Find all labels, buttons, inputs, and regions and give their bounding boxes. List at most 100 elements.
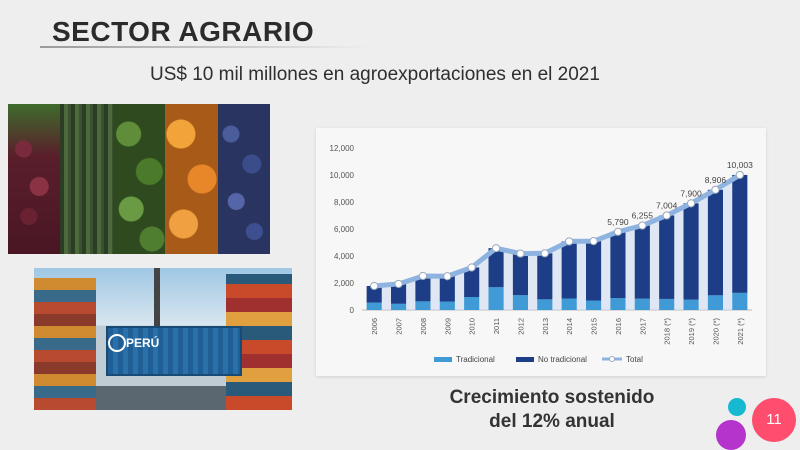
bar-tradicional	[707, 295, 723, 310]
y-tick-label: 8,000	[334, 198, 355, 207]
bar-tradicional	[586, 300, 602, 310]
bar-no-tradicional	[537, 253, 553, 300]
x-tick-label: 2016	[614, 318, 623, 335]
avocado-photo	[112, 104, 166, 254]
slide-subtitle: US$ 10 mil millones en agroexportaciones…	[150, 64, 600, 85]
y-tick-label: 12,000	[330, 144, 355, 153]
decor-dot-purple	[716, 420, 746, 450]
total-data-label: 7,004	[656, 200, 678, 210]
bar-no-tradicional	[732, 174, 748, 293]
bar-no-tradicional	[464, 267, 480, 298]
blueberry-photo	[217, 104, 270, 254]
total-point	[540, 249, 549, 258]
grapes-photo	[8, 104, 61, 254]
total-data-label: 6,255	[632, 211, 654, 221]
y-tick-label: 2,000	[334, 279, 355, 288]
bar-no-tradicional	[610, 231, 626, 299]
total-line	[373, 172, 742, 289]
x-tick-label: 2014	[565, 318, 574, 335]
peru-logo-icon	[108, 334, 126, 352]
bar-tradicional	[439, 301, 455, 310]
x-tick-label: 2020 (*)	[711, 318, 720, 345]
x-tick-label: 2006	[370, 318, 379, 335]
x-tick-label: 2019 (*)	[687, 318, 696, 345]
bar-tradicional	[488, 287, 504, 310]
container-label: PERÚ	[126, 336, 160, 350]
y-tick-label: 6,000	[334, 225, 355, 234]
legend-label-tradicional: Tradicional	[456, 355, 495, 364]
bar-no-tradicional	[415, 275, 431, 302]
x-tick-label: 2010	[468, 318, 477, 335]
x-tick-label: 2013	[541, 318, 550, 335]
export-chart: 0 2,000 4,000 6,000 8,000 10,000 12,000 5,790 6,…	[316, 128, 766, 376]
total-data-label: 10,003	[727, 160, 753, 170]
x-tick-label: 2011	[492, 318, 501, 334]
total-point	[565, 237, 574, 246]
bar-tradicional	[512, 295, 528, 310]
caption-line-2: del 12% anual	[489, 411, 615, 432]
shipping-container	[106, 326, 242, 376]
bar-tradicional	[732, 292, 748, 310]
bar-no-tradicional	[659, 215, 675, 299]
x-tick-label: 2015	[590, 318, 599, 335]
legend-label-no-tradicional: No tradicional	[538, 355, 587, 364]
decor-dot-cyan	[728, 398, 746, 416]
bar-no-tradicional	[512, 253, 528, 296]
total-point	[589, 237, 598, 246]
total-point	[394, 279, 403, 289]
total-data-label: 8,906	[705, 175, 727, 185]
title-underline	[40, 46, 370, 48]
y-tick-label: 4,000	[334, 252, 355, 261]
bar-tradicional	[634, 298, 650, 310]
bar-no-tradicional	[391, 283, 407, 304]
mango-photo	[165, 104, 218, 254]
asparagus-photo	[60, 104, 113, 254]
bar-tradicional	[464, 297, 480, 310]
produce-photo	[8, 104, 270, 254]
port-photo: PERÚ	[34, 268, 292, 410]
x-tick-label: 2009	[443, 318, 452, 335]
bar-tradicional	[659, 298, 675, 310]
x-tick-label: 2008	[419, 318, 428, 335]
total-point	[686, 199, 696, 208]
legend-swatch-tradicional	[434, 357, 452, 362]
crane	[154, 268, 160, 328]
total-point	[613, 227, 623, 236]
x-tick-label: 2007	[395, 318, 404, 335]
bar-tradicional	[610, 298, 626, 310]
slide-title: SECTOR AGRARIO	[52, 16, 315, 47]
total-point	[491, 244, 501, 253]
total-point	[516, 249, 525, 258]
total-point	[711, 185, 720, 194]
growth-caption: Crecimiento sostenido del 12% anual	[432, 386, 672, 434]
legend-label-total: Total	[626, 355, 643, 364]
bar-no-tradicional	[634, 225, 650, 299]
bar-tradicional	[415, 301, 431, 310]
total-data-label: 5,790	[607, 217, 629, 227]
bar-no-tradicional	[439, 276, 455, 302]
total-point	[662, 211, 671, 220]
bar-tradicional	[537, 299, 553, 310]
x-tick-label: 2018 (*)	[663, 318, 672, 345]
bar-no-tradicional	[683, 203, 699, 300]
container-stack-left	[34, 278, 96, 410]
bar-tradicional	[683, 299, 699, 310]
y-tick-label: 0	[350, 306, 355, 315]
x-tick-label: 2012	[516, 318, 525, 335]
legend-swatch-no-tradicional	[516, 357, 534, 362]
bar-no-tradicional	[707, 189, 723, 296]
chart-svg: 0 2,000 4,000 6,000 8,000 10,000 12,000 5,7906,…	[330, 144, 754, 364]
total-point	[467, 263, 476, 272]
bar-tradicional	[366, 302, 382, 310]
total-point	[735, 170, 744, 180]
bar-tradicional	[391, 303, 407, 310]
legend-marker-total	[609, 356, 615, 362]
bar-no-tradicional	[561, 241, 577, 299]
bar-tradicional	[561, 298, 577, 310]
total-point	[370, 281, 379, 291]
caption-line-1: Crecimiento sostenido	[449, 387, 655, 408]
bar-no-tradicional	[586, 241, 602, 301]
y-tick-label: 10,000	[330, 171, 355, 180]
ship-deck	[96, 386, 226, 410]
bar-no-tradicional	[488, 248, 504, 288]
